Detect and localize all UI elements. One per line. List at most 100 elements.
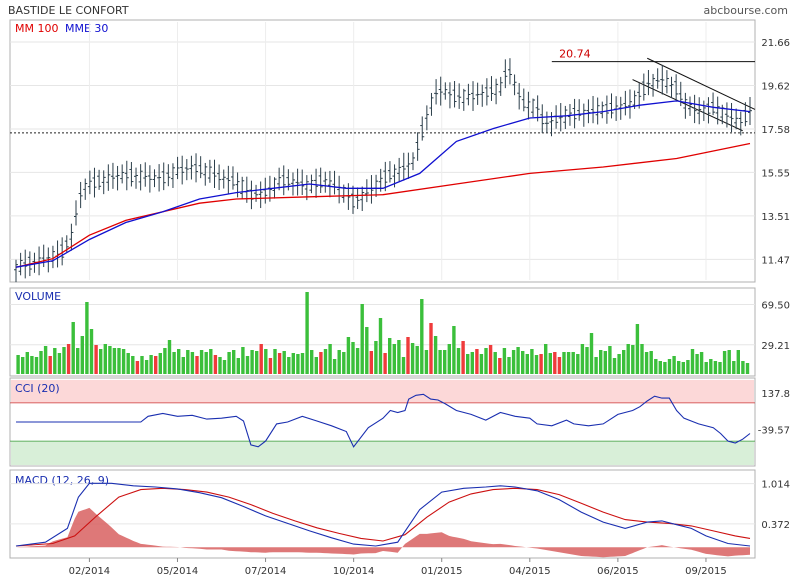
volume-bar: [76, 348, 80, 374]
volume-bar: [227, 352, 231, 374]
volume-bar: [16, 355, 20, 374]
volume-bar: [80, 336, 84, 374]
volume-bar: [48, 356, 52, 374]
volume-bar: [287, 357, 291, 374]
volume-bar: [163, 348, 167, 374]
volume-bar: [410, 343, 415, 374]
x-tick-label: 09/2015: [685, 566, 727, 577]
x-tick-label: 06/2015: [597, 566, 639, 577]
macd-histogram: [16, 507, 750, 558]
volume-bar: [121, 349, 126, 374]
volume-bar: [34, 357, 39, 374]
volume-tick-label: 29.21: [761, 341, 790, 352]
volume-bar: [21, 357, 25, 374]
volume-bar: [530, 349, 534, 374]
volume-bar: [456, 348, 461, 374]
volume-bar: [378, 318, 383, 374]
volume-bar: [351, 342, 355, 374]
volume-bar: [644, 352, 649, 374]
volume-bar: [612, 358, 617, 374]
volume-bar: [502, 348, 507, 374]
macd-signal-line: [15, 487, 751, 547]
volume-bar: [516, 347, 520, 374]
price-tick-label: 15.55: [761, 168, 790, 179]
volume-bar: [282, 351, 286, 374]
volume-bar: [360, 304, 364, 374]
volume-bar: [488, 345, 493, 374]
volume-bar: [635, 324, 640, 374]
volume-bar: [553, 352, 557, 374]
volume-bar: [658, 361, 662, 374]
time-axis: 02/2014 05/2014 07/2014 10/2014 01/2015 04/20…: [69, 558, 727, 577]
volume-bar: [667, 359, 672, 374]
volume-bar: [525, 354, 529, 374]
volume-bar: [199, 350, 204, 374]
volume-bar: [167, 340, 172, 374]
volume-bar: [332, 359, 337, 374]
macd-title: MACD (12, 26, 9): [15, 474, 109, 487]
volume-bar: [599, 350, 603, 374]
volume-bar: [140, 356, 144, 374]
volume-bar: [626, 344, 630, 374]
volume-bar: [117, 348, 121, 374]
volume-bar: [493, 352, 497, 374]
volume-bar: [388, 338, 392, 374]
volume-bar: [259, 344, 263, 374]
macd-line: [15, 482, 751, 547]
volume-bar: [62, 347, 66, 374]
volume-bar: [539, 354, 543, 374]
volume-bar: [699, 352, 704, 374]
volume-bar: [443, 350, 447, 374]
volume-bar: [328, 344, 332, 374]
volume-bar: [608, 346, 612, 374]
volume-title: VOLUME: [15, 290, 61, 303]
price-tick-label: 19.62: [761, 82, 790, 93]
volume-bar: [722, 351, 727, 374]
volume-bar: [195, 356, 199, 374]
volume-bar: [71, 322, 75, 374]
volume-bar: [745, 363, 750, 374]
volume-bar: [236, 358, 240, 374]
x-tick-label: 04/2015: [509, 566, 551, 577]
volume-bar: [415, 346, 419, 374]
volume-bar: [420, 299, 424, 374]
volume-panel: VOLUME 69.50 29.21: [9, 287, 790, 377]
volume-bar: [447, 344, 451, 374]
volume-bar: [521, 351, 525, 374]
volume-bar: [677, 361, 681, 374]
x-tick-label: 10/2014: [333, 566, 375, 577]
cci-tick-label: -39.57: [758, 426, 790, 437]
volume-bar: [727, 350, 731, 374]
volume-bar: [85, 302, 89, 374]
x-tick-label: 01/2015: [421, 566, 463, 577]
cci-panel: CCI (20) 137.8 -39.57: [9, 377, 790, 467]
cci-line: [16, 393, 751, 448]
volume-bar: [507, 357, 511, 374]
volume-bar: [310, 350, 314, 374]
volume-bar: [112, 348, 117, 374]
volume-bar: [305, 292, 309, 374]
volume-bar: [709, 359, 713, 374]
volume-bar: [654, 359, 658, 374]
volume-bar: [177, 349, 181, 374]
volume-bar: [401, 357, 406, 374]
volume-bar: [190, 352, 195, 374]
volume-bar: [241, 347, 245, 374]
volume-bar: [470, 352, 474, 374]
volume-bar: [250, 350, 254, 374]
volume-bar: [383, 353, 387, 374]
price-tick-label: 17.58: [761, 125, 790, 136]
volume-bar: [732, 361, 736, 374]
volume-bar: [323, 349, 328, 374]
volume-bar: [663, 362, 667, 374]
volume-bar: [392, 344, 396, 374]
cci-oversold-band: [11, 441, 754, 465]
volume-bar: [548, 353, 552, 374]
volume-bar: [103, 344, 107, 374]
volume-bar: [94, 345, 98, 374]
volume-bar: [424, 350, 429, 374]
volume-bar: [149, 355, 153, 374]
volume-bar: [186, 350, 190, 374]
volume-bar: [25, 352, 29, 374]
